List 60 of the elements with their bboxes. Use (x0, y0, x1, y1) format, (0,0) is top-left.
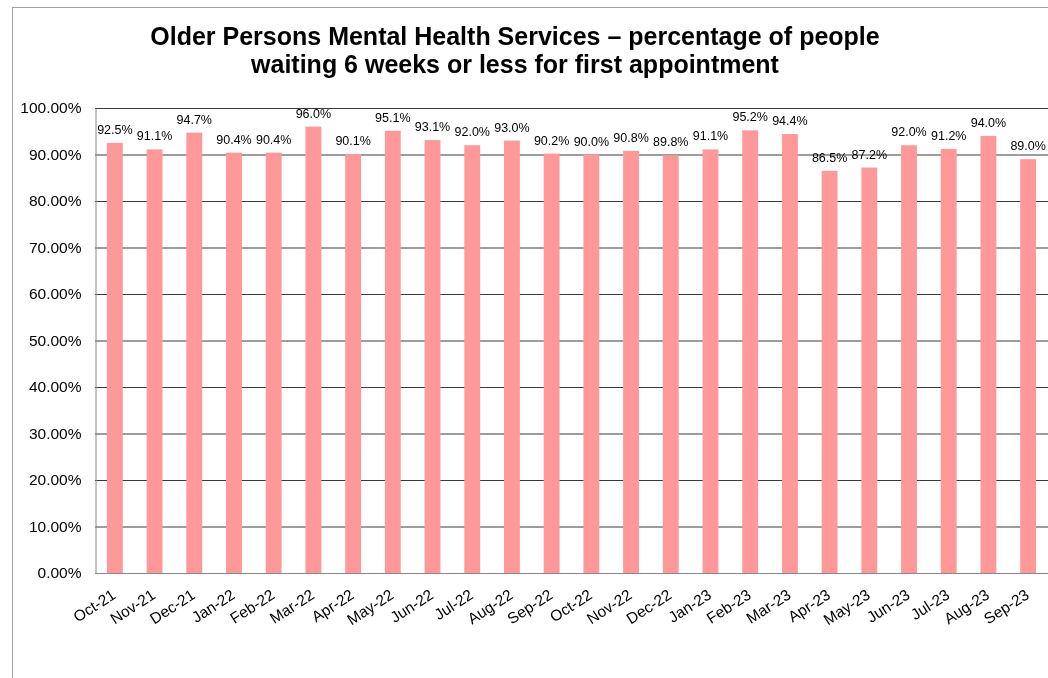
bar (345, 154, 362, 573)
data-label: 89.8% (653, 135, 689, 150)
data-label: 92.0% (891, 125, 927, 140)
bar (1020, 159, 1037, 573)
y-tick-label: 10.00% (28, 517, 82, 535)
data-label: 91.1% (692, 129, 729, 144)
bar (662, 155, 679, 573)
y-tick-label: 80.00% (28, 192, 82, 210)
bar (583, 154, 600, 573)
bar (265, 152, 282, 573)
bar (106, 142, 123, 573)
data-label: 95.2% (732, 110, 768, 125)
y-tick-label: 70.00% (28, 238, 82, 256)
data-label: 90.8% (613, 130, 649, 145)
data-label: 91.2% (931, 128, 967, 143)
bar (980, 135, 997, 573)
bar (543, 153, 560, 573)
bar (781, 134, 798, 573)
data-label: 90.2% (533, 133, 570, 148)
bar (146, 149, 163, 573)
data-label: 92.0% (454, 125, 490, 140)
data-label: 94.4% (772, 114, 808, 129)
bar (861, 167, 878, 573)
bar (226, 152, 242, 573)
bar (623, 150, 639, 573)
bar (305, 126, 322, 573)
data-label: 89.0% (1010, 139, 1046, 154)
bar (384, 130, 401, 573)
chart-title: Older Persons Mental Health Services – percentage of people waiting 6 weeks or less for first appointment (150, 22, 880, 78)
data-label: 86.5% (811, 150, 848, 165)
y-tick-label: 30.00% (28, 424, 82, 442)
data-label: 95.1% (375, 110, 411, 125)
bar (821, 170, 838, 573)
data-label: 90.0% (573, 134, 610, 149)
y-tick-label: 100.00% (20, 99, 82, 117)
data-label: 94.7% (176, 112, 212, 127)
y-tick-label: 0.00% (37, 564, 82, 582)
bar (901, 145, 917, 573)
data-label: 91.1% (136, 129, 173, 144)
y-tick-label: 50.00% (28, 331, 82, 349)
data-label: 93.0% (494, 120, 530, 135)
data-label: 92.5% (97, 122, 133, 137)
data-label: 90.4% (255, 132, 292, 147)
bar (504, 140, 520, 573)
bar (186, 132, 203, 573)
bar (702, 149, 719, 573)
data-label: 90.1% (335, 134, 371, 149)
y-tick-label: 60.00% (28, 285, 82, 303)
y-tick-label: 40.00% (28, 378, 82, 396)
y-tick-label: 20.00% (28, 471, 82, 489)
y-tick-label: 90.00% (28, 145, 82, 163)
bar (940, 148, 957, 573)
data-label: 94.0% (970, 115, 1007, 130)
bar (424, 140, 441, 573)
data-label: 87.2% (851, 147, 888, 162)
bar (742, 130, 759, 573)
bar (464, 145, 481, 573)
data-label: 96.0% (295, 106, 332, 121)
data-label: 90.4% (216, 132, 252, 147)
data-label: 93.1% (414, 120, 451, 135)
